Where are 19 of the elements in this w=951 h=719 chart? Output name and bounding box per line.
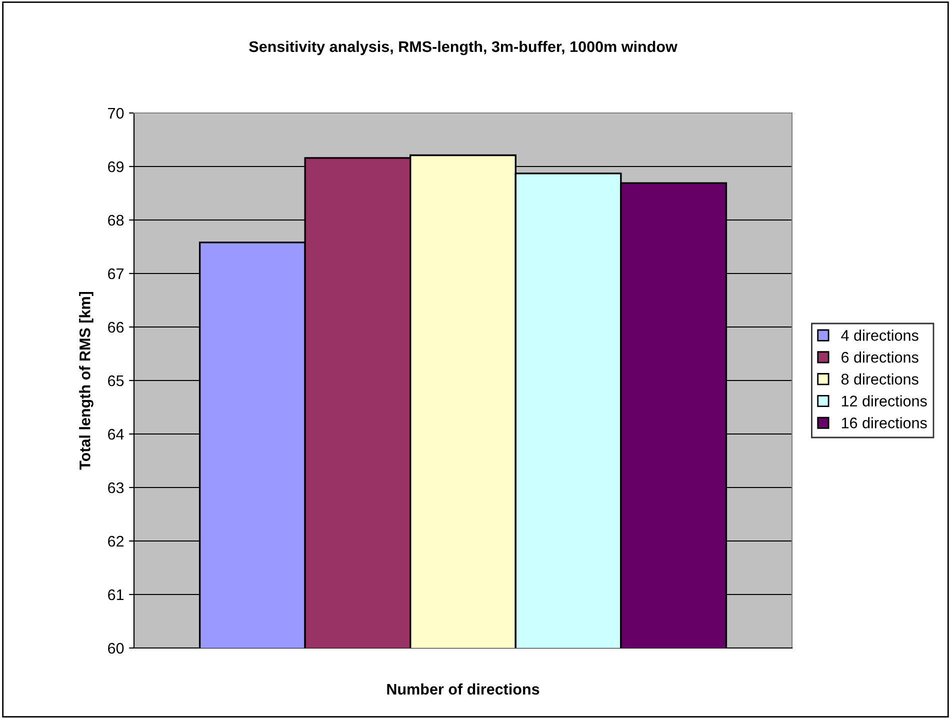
y-tick-label: 63: [108, 482, 124, 494]
y-tick-label: 64: [108, 428, 124, 440]
legend-label: 8 directions: [841, 373, 918, 385]
y-tick-label: 70: [108, 108, 124, 119]
y-axis-title: Total length of RMS [km]: [79, 292, 94, 470]
legend-label: 4 directions: [841, 330, 918, 341]
legend-label: 12 directions: [842, 395, 927, 406]
y-tick-label: 68: [108, 214, 124, 226]
chart-title: Sensitivity analysis, RMS-length, 3m-buffer, 1000m window: [249, 40, 678, 56]
y-tick-label: 66: [108, 322, 124, 333]
y-tick-label: 62: [108, 536, 124, 547]
x-axis-title: Number of directions: [387, 683, 540, 695]
legend-label: 6 directions: [842, 352, 918, 363]
y-tick-label: 69: [108, 161, 124, 172]
y-tick-label: 65: [108, 375, 124, 386]
y-tick-label: 67: [108, 268, 124, 280]
legend-label: 16 directions: [842, 417, 927, 428]
y-tick-label: 61: [108, 589, 124, 600]
y-tick-label: 60: [108, 642, 124, 654]
